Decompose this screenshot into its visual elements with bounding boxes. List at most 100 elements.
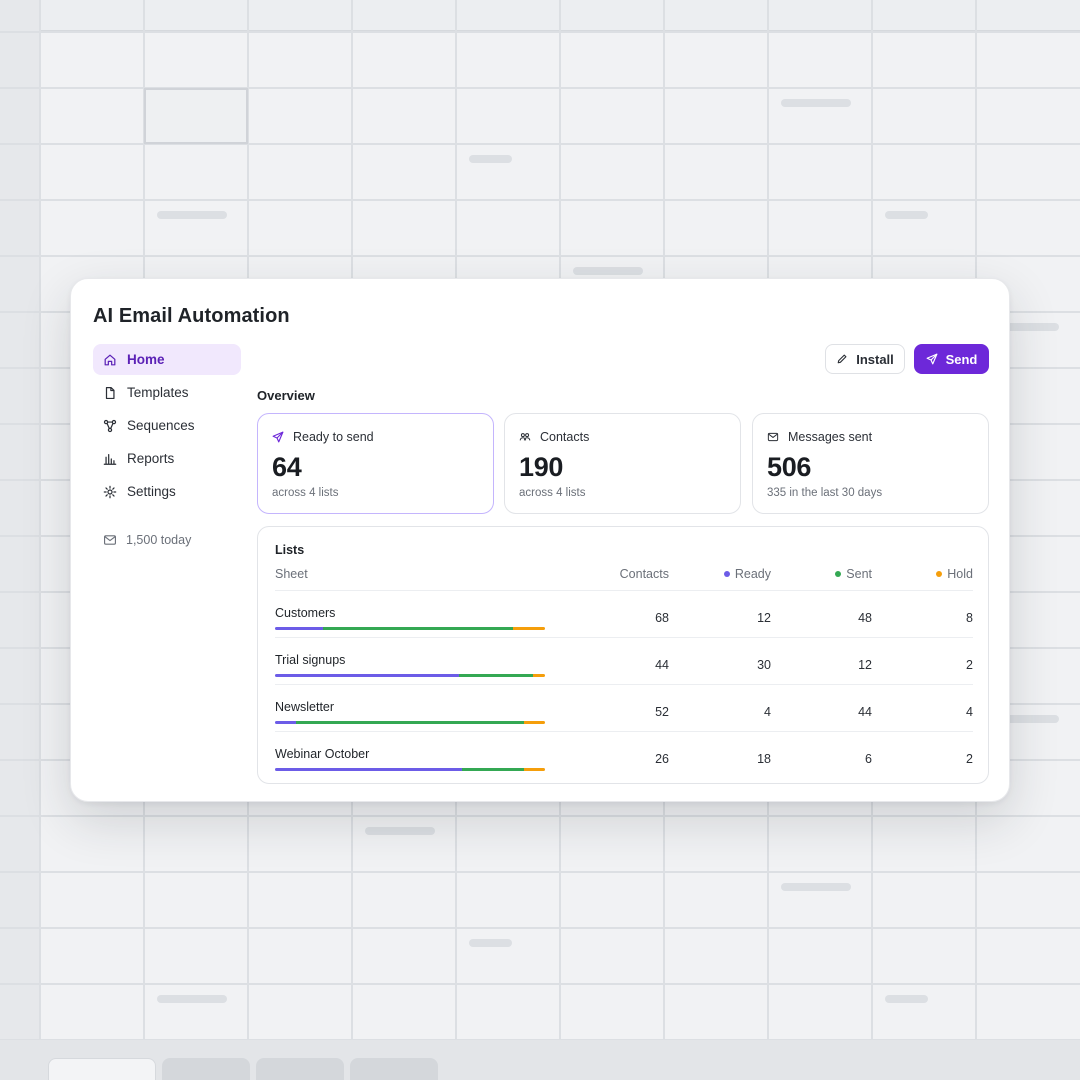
stat-label: Ready to send xyxy=(293,430,374,444)
cell-placeholder xyxy=(469,155,512,163)
lists-heading: Lists xyxy=(275,543,305,557)
hold-dot xyxy=(936,570,943,577)
sidebar-item-label: Home xyxy=(127,352,165,367)
sidebar-item-label: Templates xyxy=(127,385,189,400)
automation-dialog: AI Email Automation Home Templates Seque… xyxy=(70,278,1010,802)
column-header-sent: Sent xyxy=(835,567,872,581)
progress-segment-ready xyxy=(275,768,462,771)
table-row[interactable]: Newsletter 52 4 44 4 xyxy=(275,685,973,732)
send-button[interactable]: Send xyxy=(914,344,989,374)
list-name: Customers xyxy=(275,606,336,620)
daily-quota: 1,500 today xyxy=(93,533,241,547)
sheet-tab[interactable] xyxy=(350,1058,438,1080)
grid-row-line xyxy=(0,199,1080,201)
progress-segment-ready xyxy=(275,674,460,677)
cell-sent: 6 xyxy=(865,752,872,766)
table-row[interactable]: Trial signups 44 30 12 2 xyxy=(275,638,973,685)
column-header-ready: Ready xyxy=(723,567,771,581)
grid-row-line xyxy=(0,31,1080,33)
cell-hold: 2 xyxy=(966,658,973,672)
stat-subtext: across 4 lists xyxy=(272,487,339,499)
progress-segment-hold xyxy=(524,721,545,724)
list-progress-bar xyxy=(275,768,545,771)
progress-segment-hold xyxy=(513,627,545,630)
progress-segment-sent xyxy=(461,768,525,771)
grid-row-line xyxy=(0,87,1080,89)
cell-placeholder xyxy=(573,267,643,275)
cell-contacts: 44 xyxy=(655,658,669,672)
cell-sent: 48 xyxy=(858,611,872,625)
cell-sent: 44 xyxy=(858,705,872,719)
cell-placeholder xyxy=(469,939,512,947)
lists-panel: Lists Sheet Contacts Ready Sent Hold Cus… xyxy=(257,526,989,784)
sheet-tab[interactable] xyxy=(162,1058,250,1080)
users-icon xyxy=(519,433,531,441)
app-title: AI Email Automation xyxy=(93,305,290,327)
table-row[interactable]: Webinar October 26 18 6 2 xyxy=(275,732,973,779)
cell-ready: 18 xyxy=(757,752,771,766)
stat-label: Contacts xyxy=(540,430,590,444)
grid-row-line xyxy=(0,871,1080,873)
stat-subtext: across 4 lists xyxy=(519,487,586,499)
grid-row-line xyxy=(0,255,1080,257)
sidebar-nav: Home Templates Sequences Reports Setting… xyxy=(93,344,241,547)
list-name: Newsletter xyxy=(275,700,335,714)
send-icon xyxy=(926,353,938,365)
progress-segment-hold xyxy=(524,768,545,771)
cell-hold: 4 xyxy=(966,705,973,719)
grid-row-line xyxy=(0,983,1080,985)
sidebar-item-sequences[interactable]: Sequences xyxy=(93,410,241,441)
ready-dot xyxy=(723,570,730,577)
sheet-tab-bar xyxy=(0,1040,1080,1080)
cell-placeholder xyxy=(989,323,1059,331)
install-label: Install xyxy=(856,351,894,367)
lists-table-header: Sheet Contacts Ready Sent Hold xyxy=(275,567,973,591)
grid-row-line xyxy=(0,927,1080,929)
send-label: Send xyxy=(945,351,978,367)
cell-placeholder xyxy=(885,211,928,219)
progress-segment-hold xyxy=(532,674,545,677)
cell-contacts: 52 xyxy=(655,705,669,719)
home-icon xyxy=(103,353,117,367)
cell-placeholder xyxy=(885,995,928,1003)
cell-placeholder xyxy=(989,715,1059,723)
progress-segment-ready xyxy=(275,721,296,724)
cell-contacts: 68 xyxy=(655,611,669,625)
stat-value: 190 xyxy=(519,452,564,482)
progress-segment-ready xyxy=(275,627,323,630)
stat-card-ready[interactable]: Ready to send 64 across 4 lists xyxy=(257,413,494,514)
mail-icon xyxy=(103,533,117,547)
list-name: Webinar October xyxy=(275,747,370,761)
sent-dot xyxy=(835,570,842,577)
cell-placeholder xyxy=(781,99,851,107)
progress-segment-sent xyxy=(459,674,533,677)
table-row[interactable]: Customers 68 12 48 8 xyxy=(275,591,973,638)
column-header-hold: Hold xyxy=(936,567,973,581)
stat-card-messages-sent[interactable]: Messages sent 506 335 in the last 30 day… xyxy=(752,413,989,514)
stat-card-contacts[interactable]: Contacts 190 across 4 lists xyxy=(504,413,741,514)
grid-row-line xyxy=(0,815,1080,817)
sheet-tab[interactable] xyxy=(48,1058,156,1080)
bar-chart-icon xyxy=(103,452,117,466)
cell-hold: 8 xyxy=(966,611,973,625)
list-progress-bar xyxy=(275,627,545,630)
progress-segment-sent xyxy=(295,721,525,724)
quota-label: 1,500 today xyxy=(126,533,192,547)
sidebar-item-settings[interactable]: Settings xyxy=(93,476,241,507)
pencil-icon xyxy=(837,354,847,364)
sidebar-item-label: Settings xyxy=(127,484,176,499)
install-button[interactable]: Install xyxy=(825,344,905,374)
list-progress-bar xyxy=(275,674,545,677)
cell-placeholder xyxy=(157,211,227,219)
stat-value: 506 xyxy=(767,452,812,482)
column-header-sheet: Sheet xyxy=(275,567,308,581)
sidebar-item-home[interactable]: Home xyxy=(93,344,241,375)
column-header-hold-label: Hold xyxy=(947,567,973,581)
sidebar-item-label: Reports xyxy=(127,451,175,466)
sheet-tab[interactable] xyxy=(256,1058,344,1080)
sidebar-item-templates[interactable]: Templates xyxy=(93,377,241,408)
stat-value: 64 xyxy=(272,452,302,482)
selected-cell[interactable] xyxy=(144,88,248,144)
sidebar-item-reports[interactable]: Reports xyxy=(93,443,241,474)
column-header-ready-label: Ready xyxy=(734,567,771,581)
